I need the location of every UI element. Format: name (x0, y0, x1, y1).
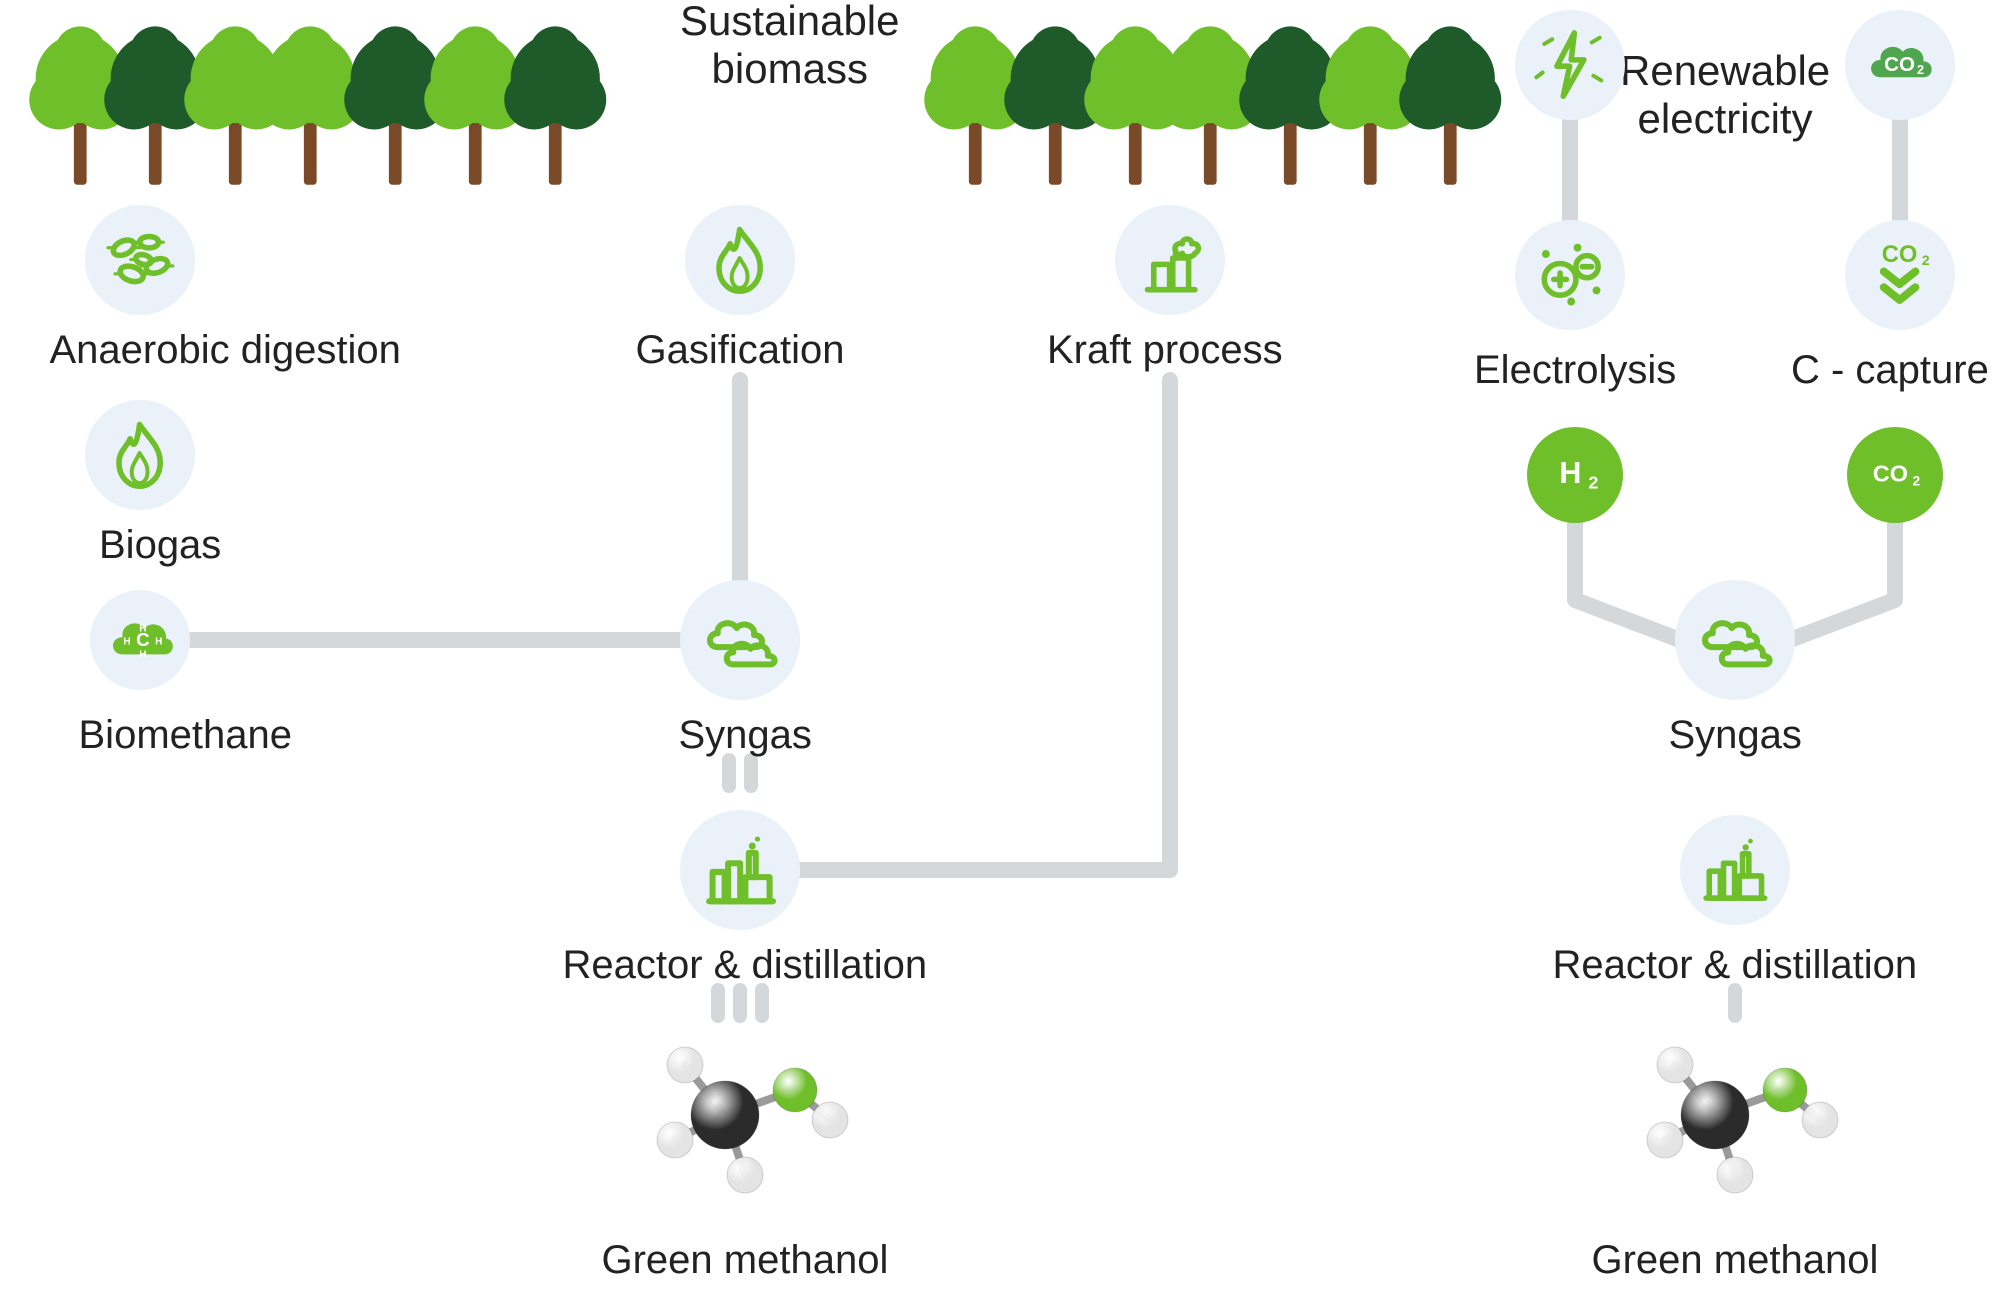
label-electrolysis_label: Electrolysis (1474, 347, 1676, 393)
svg-text:CO: CO (1873, 461, 1908, 487)
co2pill-icon: CO 2 (1847, 427, 1943, 523)
methanol-molecule (635, 1020, 855, 1200)
plant-icon (680, 810, 800, 930)
diagram-stage: Sustainablebiomass Renewableelectricity An… (0, 0, 2000, 1297)
tree-icon (1395, 20, 1506, 190)
svg-text:CO: CO (1885, 53, 1916, 76)
tree-icon (500, 20, 611, 190)
svg-text:2: 2 (1589, 473, 1599, 493)
label-biomethane_label: Biomethane (79, 712, 292, 758)
label-gasification_label: Gasification (636, 327, 845, 373)
flame-icon (85, 400, 195, 510)
flame-icon (685, 205, 795, 315)
svg-text:H: H (123, 636, 130, 647)
label-reactor_label_right: Reactor & distillation (1553, 942, 1918, 988)
svg-text:H: H (139, 623, 146, 634)
smokestack-icon (1115, 205, 1225, 315)
label-syngas_label_left: Syngas (679, 712, 812, 758)
label-kraft_label: Kraft process (1047, 327, 1283, 373)
svg-text:H: H (139, 649, 146, 660)
label-methanol_label_left: Green methanol (602, 1237, 889, 1283)
co2cloud-icon: CO2 (1845, 10, 1955, 120)
label-reactor_label_left: Reactor & distillation (563, 942, 928, 988)
microbes-icon (85, 205, 195, 315)
label-methanol_label_right: Green methanol (1592, 1237, 1879, 1283)
clouds-icon (680, 580, 800, 700)
svg-text:2: 2 (1917, 64, 1924, 78)
svg-text:2: 2 (1922, 253, 1930, 269)
svg-text:H: H (155, 636, 162, 647)
label-ccapture_label: C - capture (1791, 347, 1989, 393)
plant-icon (1680, 815, 1790, 925)
ions-icon (1515, 220, 1625, 330)
bolt-icon (1515, 10, 1625, 120)
svg-text:H: H (1560, 456, 1582, 490)
ch4cloud-icon: CHHHH (90, 590, 190, 690)
svg-text:CO: CO (1882, 241, 1918, 268)
clouds-icon (1675, 580, 1795, 700)
label-anaerobic_label: Anaerobic digestion (50, 327, 401, 373)
h2-icon: H2 (1527, 427, 1623, 523)
label-renewable_electricity: Renewableelectricity (1620, 47, 1830, 144)
label-syngas_label_right: Syngas (1669, 712, 1802, 758)
co2down-icon: CO2 (1845, 220, 1955, 330)
label-sustainable_biomass: Sustainablebiomass (680, 0, 900, 93)
label-biogas_label: Biogas (99, 522, 221, 568)
methanol-molecule (1625, 1020, 1845, 1200)
svg-text:2: 2 (1913, 473, 1921, 489)
